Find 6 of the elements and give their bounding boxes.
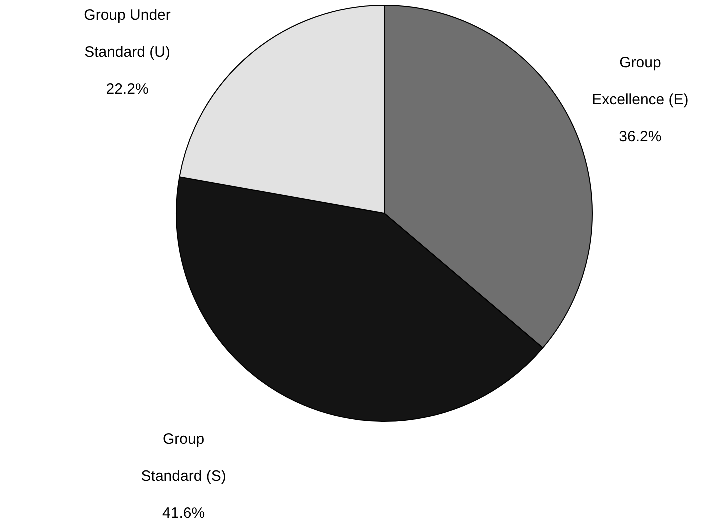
data-label: 22.2% bbox=[106, 81, 149, 98]
category-label: Group Under Standard (U) bbox=[84, 7, 171, 61]
category-label: Group Excellence (E) bbox=[592, 54, 689, 108]
data-label: 36.2% bbox=[619, 128, 662, 146]
data-label: 41.6% bbox=[162, 505, 206, 522]
category-label: Group Standard (S) bbox=[141, 431, 226, 485]
